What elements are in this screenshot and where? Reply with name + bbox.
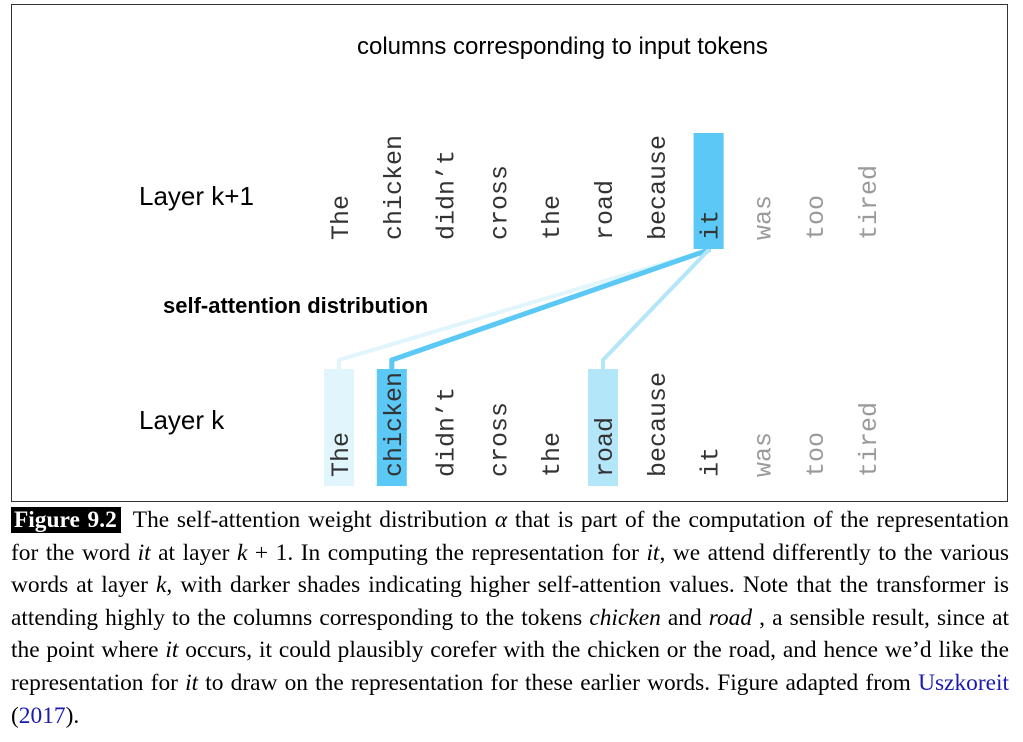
attention-link — [601, 248, 711, 371]
caption-text: , we attend differently to the various w… — [11, 539, 1010, 599]
attention-diagram: columns corresponding to input tokens La… — [139, 33, 884, 486]
bottom-token-9: too — [802, 432, 831, 477]
caption-italic-road: road — [708, 604, 753, 631]
caption-text: , a sensible result, since at the point … — [11, 604, 1009, 664]
caption-italic-it: it — [165, 637, 179, 664]
bottom-token-8: was — [749, 432, 778, 477]
bottom-token-5: road — [591, 417, 620, 477]
top-token-5: road — [591, 180, 620, 240]
attention-label: self-attention distribution — [163, 293, 428, 318]
top-token-10: tired — [855, 165, 884, 240]
caption-alpha: α — [494, 507, 508, 533]
bottom-token-3: cross — [485, 402, 514, 477]
top-token-0: The — [327, 195, 356, 240]
caption-italic-it: it — [137, 539, 151, 566]
caption-text: to draw on the representation for these … — [198, 669, 919, 696]
caption-text: occurs, it could plausibly corefer with … — [11, 637, 1009, 696]
bottom-layer-tokens: The chicken didn’t cross the road because it was… — [324, 369, 884, 486]
caption-text: and — [660, 604, 709, 631]
figure-frame — [11, 4, 1008, 502]
top-token-7: it — [697, 210, 726, 240]
attention-lines — [337, 247, 712, 372]
attention-link — [337, 248, 711, 371]
layer-bottom-label: Layer k — [139, 405, 225, 435]
diagram-header: columns corresponding to input tokens — [357, 33, 768, 60]
layer-top-label: Layer k+1 — [139, 181, 254, 211]
figure-caption: Figure 9.2 The self-attention weight dist… — [11, 504, 1009, 732]
caption-italic-it: it — [646, 539, 660, 566]
figure-label: Figure 9.2 — [11, 507, 121, 533]
attention-highlight — [324, 369, 354, 486]
top-token-8: was — [749, 195, 778, 240]
top-token-2: didn’t — [433, 150, 462, 240]
bottom-token-4: the — [538, 432, 567, 477]
citation-author-link[interactable]: Uszkoreit — [918, 669, 1009, 696]
bottom-token-1: chicken — [380, 372, 409, 477]
caption-text: ). — [65, 702, 80, 729]
top-layer-tokens: The chicken didn’t cross the road because it was… — [327, 133, 884, 249]
caption-italic-it: it — [185, 669, 199, 696]
caption-italic-k: k — [236, 539, 248, 566]
citation-year-link[interactable]: 2017 — [18, 702, 66, 729]
caption-italic-k: k — [156, 572, 167, 599]
caption-text: , with darker shades indicating higher s… — [11, 572, 1009, 631]
bottom-token-0: The — [327, 432, 356, 477]
caption-text: that is part of the computation of the r… — [11, 507, 1010, 566]
top-token-3: cross — [485, 165, 514, 240]
caption-text: The self-attention weight distribution — [132, 507, 495, 533]
bottom-token-2: didn’t — [433, 387, 462, 477]
top-token-6: because — [644, 135, 673, 240]
caption-text: at layer — [150, 539, 237, 566]
attention-highlight — [376, 369, 407, 486]
attention-highlight — [588, 369, 618, 486]
attention-link — [389, 247, 712, 372]
caption-text: ( — [11, 702, 19, 729]
bottom-token-10: tired — [855, 402, 884, 477]
query-token-highlight — [693, 133, 724, 249]
top-token-9: too — [802, 195, 831, 240]
top-token-1: chicken — [380, 135, 409, 240]
bottom-token-7: it — [697, 447, 726, 477]
bottom-token-6: because — [644, 372, 673, 477]
caption-italic-chicken: chicken — [589, 604, 661, 631]
top-token-4: the — [538, 195, 567, 240]
caption-text: + 1. In computing the representation for — [247, 539, 647, 566]
